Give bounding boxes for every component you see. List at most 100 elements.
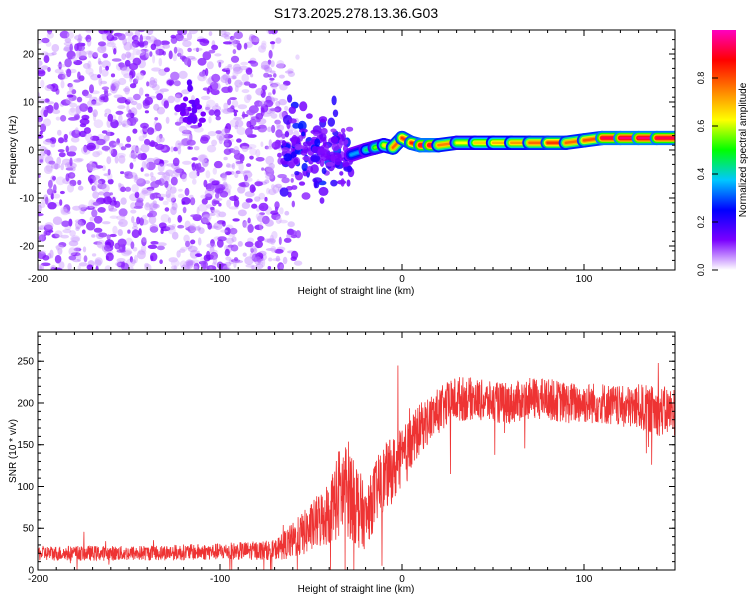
noise-blob: [286, 233, 291, 239]
noise-blob: [117, 229, 123, 236]
noise-blob: [184, 187, 190, 196]
noise-blob: [107, 31, 113, 40]
noise-blob: [216, 59, 224, 64]
noise-blob: [136, 103, 143, 110]
snr-frame: [37, 331, 676, 571]
noise-blob: [201, 158, 209, 168]
noise-blob: [53, 102, 59, 111]
noise-blob: [186, 32, 193, 41]
noise-blob: [215, 115, 221, 121]
noise-blob: [177, 48, 184, 57]
noise-blob: [185, 240, 190, 248]
noise-blob: [173, 264, 177, 270]
noise-blob: [131, 35, 139, 41]
noise-blob: [103, 89, 109, 94]
noise-blob: [116, 152, 126, 158]
noise-blob: [193, 265, 199, 270]
noise-blob: [102, 184, 110, 193]
noise-blob: [117, 105, 126, 110]
noise-blob: [73, 158, 83, 163]
noise-blob: [243, 94, 251, 104]
noise-blob: [268, 188, 277, 196]
noise-blob: [38, 40, 42, 44]
noise-blob: [131, 216, 135, 224]
noise-blob: [130, 259, 137, 264]
noise-blob: [66, 50, 76, 60]
noise-blob: [92, 112, 97, 122]
noise-blob: [46, 32, 54, 39]
transition-blob: [302, 141, 312, 147]
transition-blob: [318, 186, 329, 196]
noise-blob: [234, 124, 239, 130]
noise-blob: [155, 143, 165, 150]
noise-blob: [55, 176, 66, 186]
noise-blob: [221, 108, 226, 113]
noise-blob: [40, 65, 49, 70]
noise-blob: [274, 201, 280, 210]
noise-blob: [110, 119, 119, 129]
noise-blob: [173, 80, 181, 87]
noise-blob: [56, 156, 62, 166]
noise-blob: [73, 79, 81, 83]
noise-blob: [200, 217, 209, 225]
noise-blob: [48, 179, 53, 189]
noise-blob: [235, 119, 244, 128]
noise-blob: [141, 190, 149, 194]
noise-blob: [85, 30, 93, 33]
noise-blob: [80, 206, 87, 212]
noise-blob: [268, 30, 272, 35]
noise-blob: [135, 49, 146, 56]
noise-blob: [67, 262, 72, 270]
noise-blob: [153, 78, 158, 84]
noise-blob: [79, 208, 85, 215]
noise-blob: [38, 204, 42, 213]
y-tick-label: 100: [17, 482, 34, 493]
noise-blob: [108, 208, 118, 212]
noise-blob: [70, 136, 80, 143]
noise-blob: [244, 241, 254, 248]
noise-blob: [213, 197, 223, 202]
noise-blob: [264, 238, 272, 243]
noise-blob: [54, 230, 63, 238]
noise-blob: [60, 234, 69, 239]
noise-blob: [230, 105, 235, 110]
noise-blob: [222, 134, 229, 143]
noise-blob: [258, 45, 266, 53]
noise-blob: [196, 206, 200, 216]
noise-blob: [78, 33, 82, 43]
noise-blob: [63, 133, 68, 140]
noise-blob: [264, 196, 268, 202]
noise-blob: [53, 193, 61, 199]
noise-blob: [128, 172, 138, 179]
noise-blob: [225, 256, 232, 261]
noise-blob: [131, 39, 140, 48]
noise-blob: [255, 112, 264, 120]
noise-blob: [88, 50, 93, 59]
noise-blob: [155, 90, 164, 95]
noise-blob: [253, 37, 260, 43]
noise-blob: [72, 55, 78, 62]
noise-blob: [76, 157, 84, 162]
noise-blob: [129, 43, 136, 50]
noise-blob: [211, 180, 220, 186]
noise-blob: [46, 101, 55, 105]
noise-blob: [206, 99, 216, 108]
noise-blob: [221, 171, 227, 180]
noise-blob: [136, 178, 147, 187]
noise-blob: [265, 167, 275, 177]
noise-blob: [277, 262, 284, 270]
noise-blob: [89, 84, 94, 94]
noise-blob: [223, 148, 232, 155]
noise-blob: [282, 256, 288, 265]
noise-blob: [58, 152, 66, 158]
noise-blob: [148, 80, 158, 89]
transition-blob: [294, 171, 300, 176]
noise-blob: [156, 245, 165, 251]
noise-blob: [134, 191, 140, 199]
noise-blob: [224, 65, 233, 71]
noise-blob: [38, 264, 42, 270]
noise-blob: [293, 260, 303, 266]
noise-blob: [59, 30, 70, 39]
transition-blob: [312, 177, 323, 184]
noise-blob: [171, 223, 176, 228]
